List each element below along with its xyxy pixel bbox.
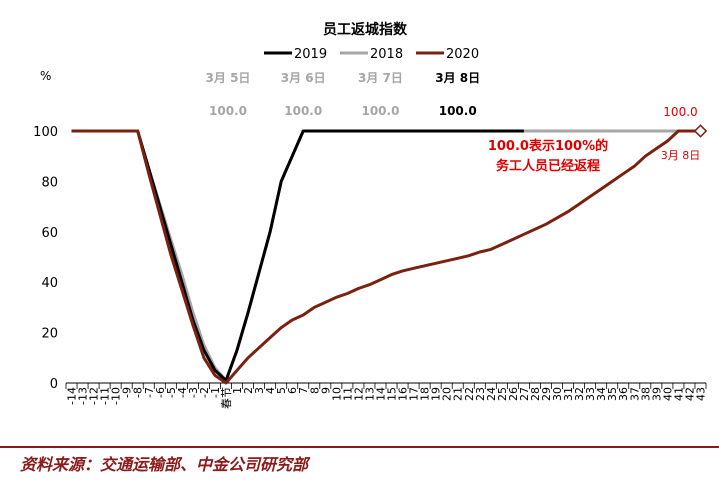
x-tick-label: 41 (672, 387, 685, 401)
x-tick-label: 40 (661, 387, 674, 401)
y-axis-unit: % (40, 69, 51, 83)
x-tick-label: 29 (540, 387, 553, 401)
date-label: 3月 6日 (281, 71, 326, 85)
legend: 2019 2018 2020 (264, 47, 479, 62)
end-value-label: 100.0 (663, 105, 697, 119)
x-tick-label: 25 (496, 387, 509, 401)
x-tick-label: 19 (430, 387, 443, 401)
x-tick-label: -6 (154, 387, 167, 398)
date-label: 3月 7日 (358, 71, 403, 85)
x-tick-label: 22 (463, 387, 476, 401)
x-tick-label: -5 (165, 387, 178, 398)
note-line: 100.0表示100%的 (488, 138, 608, 154)
date-value-label: 100.0 (439, 104, 477, 118)
x-tick-label: -12 (88, 387, 101, 405)
date-value-label: 100.0 (361, 104, 399, 118)
y-tick-label: 100 (33, 125, 58, 140)
x-tick-label: 11 (341, 387, 354, 401)
x-tick-label: 37 (628, 387, 641, 401)
x-tick-label: 6 (286, 387, 299, 394)
x-tick-label: 34 (595, 387, 608, 401)
x-tick-label: 24 (485, 387, 498, 401)
axes: 020406080100-14-13-12-11-10-9-8-7-6-5-4-… (33, 125, 707, 409)
x-tick-label: 7 (297, 387, 310, 394)
date-value-label: 100.0 (209, 104, 247, 118)
x-tick-label: 42 (683, 387, 696, 401)
x-tick-label: 17 (408, 387, 421, 401)
x-tick-label: 2 (242, 387, 255, 394)
legend-label-2020: 2020 (446, 47, 479, 62)
legend-label-2019: 2019 (294, 47, 327, 62)
y-tick-label: 40 (41, 276, 58, 291)
x-tick-label: 26 (507, 387, 520, 401)
x-tick-label: 9 (319, 387, 332, 394)
series-lines (71, 129, 701, 385)
x-tick-label: -14 (66, 387, 79, 405)
x-tick-label: 3 (253, 387, 266, 394)
x-tick-label: 36 (617, 387, 630, 401)
source-text: 资料来源：交通运输部、中金公司研究部 (20, 455, 309, 474)
x-tick-label: -8 (132, 387, 145, 398)
x-tick-label: 38 (639, 387, 652, 401)
x-tick-label: 28 (529, 387, 542, 401)
date-label: 3月 8日 (435, 71, 480, 85)
x-tick-label: 27 (518, 387, 531, 401)
x-tick-label: 18 (419, 387, 432, 401)
x-tick-label: 39 (650, 387, 663, 401)
end-date-label: 3月 8日 (661, 149, 701, 162)
x-tick-label: 33 (584, 387, 597, 401)
y-tick-label: 80 (41, 175, 58, 190)
x-tick-label: -10 (110, 387, 123, 405)
y-tick-label: 60 (41, 226, 58, 241)
series-line-2020 (71, 129, 701, 385)
x-tick-label: 30 (551, 387, 564, 401)
x-tick-label: 13 (363, 387, 376, 401)
x-tick-label: 32 (573, 387, 586, 401)
source-divider (0, 446, 719, 448)
y-tick-label: 20 (41, 327, 58, 342)
x-tick-label: -4 (176, 387, 189, 398)
x-tick-label: -9 (121, 387, 134, 398)
x-tick-label: 31 (562, 387, 575, 401)
x-tick-label: -11 (99, 387, 112, 405)
x-tick-label: -2 (198, 387, 211, 398)
x-tick-label: 5 (275, 387, 288, 394)
x-tick-label: -7 (143, 387, 156, 398)
x-tick-label: 春节 (220, 387, 233, 409)
end-marker (693, 124, 708, 138)
date-label: 3月 5日 (206, 71, 251, 85)
date-labels: 3月 5日 100.0 3月 6日 100.0 3月 7日 100.0 3月 8日 100.0 (206, 71, 481, 118)
x-tick-label: 4 (264, 387, 277, 394)
x-tick-label: 15 (386, 387, 399, 401)
x-tick-label: 20 (441, 387, 454, 401)
x-tick-label: 21 (452, 387, 465, 401)
chart-title: 员工返城指数 (323, 21, 408, 38)
note-line: 务工人员已经返程 (496, 158, 600, 174)
x-tick-label: 12 (352, 387, 365, 401)
x-tick-label: 43 (694, 387, 707, 401)
x-tick-label: 16 (397, 387, 410, 401)
series-line-2018 (71, 129, 701, 382)
legend-label-2018: 2018 (370, 47, 403, 62)
date-value-label: 100.0 (284, 104, 322, 118)
x-tick-label: 10 (330, 387, 343, 401)
x-tick-label: 35 (606, 387, 619, 401)
series-line-2019 (71, 129, 524, 382)
x-tick-label: 1 (231, 387, 244, 394)
x-tick-label: -1 (209, 387, 222, 398)
x-tick-label: 23 (474, 387, 487, 401)
y-tick-label: 0 (50, 377, 58, 392)
x-tick-label: -13 (77, 387, 90, 405)
x-tick-label: -3 (187, 387, 200, 398)
x-tick-label: 8 (308, 387, 321, 394)
x-tick-label: 14 (374, 387, 387, 401)
